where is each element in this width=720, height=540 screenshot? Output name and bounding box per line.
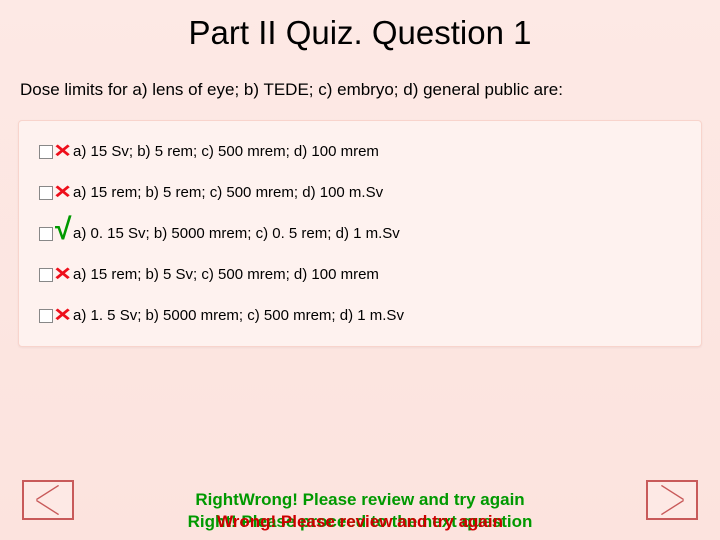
answer-row[interactable]: × a) 15 rem; b) 5 Sv; c) 500 mrem; d) 10…: [39, 266, 681, 283]
wrong-mark-icon: ×: [54, 138, 71, 161]
answer-checkbox[interactable]: [39, 186, 53, 200]
wrong-mark-icon: ×: [54, 179, 71, 202]
footer-nav: RightWrong! Please review and try again: [0, 480, 720, 520]
answer-text: a) 15 rem; b) 5 rem; c) 500 mrem; d) 100…: [73, 184, 383, 201]
quiz-question: Dose limits for a) lens of eye; b) TEDE;…: [0, 52, 720, 100]
answer-row[interactable]: × a) 15 rem; b) 5 rem; c) 500 mrem; d) 1…: [39, 184, 681, 201]
correct-mark-icon: √: [55, 215, 71, 245]
answer-row[interactable]: × a) 15 Sv; b) 5 rem; c) 500 mrem; d) 10…: [39, 143, 681, 160]
answer-row[interactable]: √ a) 0. 15 Sv; b) 5000 mrem; c) 0. 5 rem…: [39, 225, 681, 242]
quiz-title: Part II Quiz. Question 1: [0, 0, 720, 52]
answer-row[interactable]: × a) 1. 5 Sv; b) 5000 mrem; c) 500 mrem;…: [39, 307, 681, 324]
feedback-text: RightWrong! Please review and try again: [0, 490, 720, 510]
wrong-mark-icon: ×: [54, 302, 71, 325]
answer-checkbox[interactable]: [39, 309, 53, 323]
answer-checkbox[interactable]: [39, 268, 53, 282]
answer-text: a) 0. 15 Sv; b) 5000 mrem; c) 0. 5 rem; …: [73, 225, 400, 242]
wrong-mark-icon: ×: [54, 261, 71, 284]
answer-checkbox[interactable]: [39, 145, 53, 159]
answer-text: a) 15 rem; b) 5 Sv; c) 500 mrem; d) 100 …: [73, 266, 379, 283]
chevron-right-icon: [661, 486, 683, 514]
answer-text: a) 1. 5 Sv; b) 5000 mrem; c) 500 mrem; d…: [73, 307, 404, 324]
answers-panel: × a) 15 Sv; b) 5 rem; c) 500 mrem; d) 10…: [18, 120, 702, 347]
answer-text: a) 15 Sv; b) 5 rem; c) 500 mrem; d) 100 …: [73, 143, 379, 160]
answer-checkbox[interactable]: [39, 227, 53, 241]
